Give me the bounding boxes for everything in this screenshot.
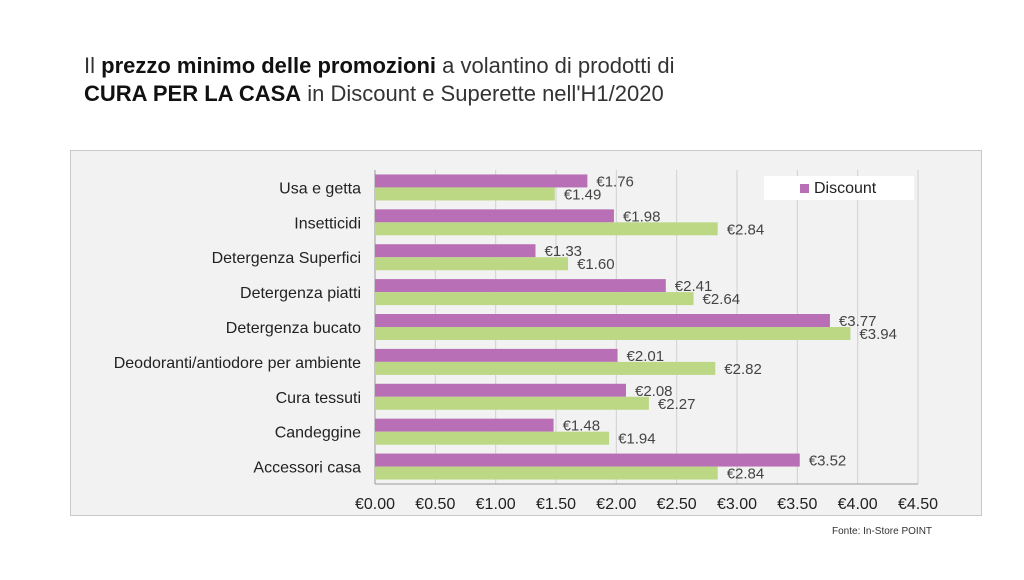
x-tick-label: €2.00 — [596, 496, 636, 513]
value-label: €2.84 — [727, 221, 765, 238]
value-label: €2.27 — [658, 396, 696, 413]
bar-discount — [375, 418, 554, 432]
bar-discount — [375, 209, 614, 223]
value-label: €2.82 — [724, 361, 762, 378]
value-label: €1.60 — [577, 256, 615, 273]
category-label: Detergenza piatti — [240, 285, 361, 302]
bar-superette — [375, 431, 610, 445]
bar-superette — [375, 466, 718, 480]
title-line-1: Il prezzo minimo delle promozioni a vola… — [84, 52, 675, 80]
x-tick-label: €0.00 — [355, 496, 395, 513]
value-label: €2.41 — [675, 278, 713, 295]
bar-superette — [375, 222, 718, 236]
x-tick-label: €4.00 — [838, 496, 878, 513]
legend-box — [764, 176, 914, 200]
category-label: Accessori casa — [253, 460, 361, 477]
category-label: Insetticidi — [294, 215, 361, 232]
title-bold-2: CURA PER LA CASA — [84, 81, 302, 106]
category-label: Cura tessuti — [276, 390, 361, 407]
bar-discount — [375, 348, 618, 362]
x-tick-label: €4.50 — [898, 496, 938, 513]
value-label: €3.52 — [809, 453, 847, 470]
bar-discount — [375, 244, 536, 258]
bar-superette — [375, 292, 694, 306]
value-label: €1.49 — [564, 186, 602, 203]
x-tick-label: €2.50 — [657, 496, 697, 513]
legend-swatch-discount — [800, 184, 809, 193]
category-label: Detergenza Superfici — [212, 250, 361, 267]
title-suffix-1: a volantino di prodotti di — [436, 53, 675, 78]
bar-superette — [375, 187, 555, 201]
category-label: Deodoranti/antiodore per ambiente — [114, 355, 361, 372]
x-tick-label: €3.00 — [717, 496, 757, 513]
value-label: €1.98 — [623, 208, 661, 225]
bar-discount — [375, 314, 830, 327]
value-label: €1.48 — [563, 418, 601, 435]
category-label: Candeggine — [275, 425, 361, 442]
value-label: €2.08 — [635, 383, 673, 400]
value-label: €1.76 — [596, 173, 634, 190]
value-label: €2.01 — [627, 348, 665, 365]
value-label: €1.33 — [544, 243, 582, 260]
title-suffix-2: in Discount e Superette nell'H1/2020 — [301, 81, 664, 106]
category-label: Detergenza bucato — [226, 320, 361, 337]
bar-superette — [375, 257, 569, 271]
bar-discount — [375, 279, 666, 293]
title-prefix: Il — [84, 53, 102, 78]
bar-superette — [375, 327, 851, 340]
bar-superette — [375, 396, 649, 410]
bar-discount — [375, 174, 588, 188]
bar-superette — [375, 361, 716, 375]
x-tick-label: €1.50 — [536, 496, 576, 513]
bar-discount — [375, 383, 626, 397]
category-label: Usa e getta — [279, 180, 361, 197]
title-bold-1: prezzo minimo delle promozioni — [101, 53, 437, 78]
bar-discount — [375, 453, 800, 467]
chart-title: Il prezzo minimo delle promozioni a vola… — [84, 52, 675, 108]
value-label: €1.94 — [618, 431, 656, 448]
value-label: €2.84 — [727, 466, 765, 483]
source-note: Fonte: In-Store POINT — [832, 526, 933, 537]
value-label: €3.77 — [839, 313, 877, 330]
title-line-2: CURA PER LA CASA in Discount e Superette… — [84, 80, 675, 108]
x-tick-label: €0.50 — [415, 496, 455, 513]
value-label: €3.94 — [859, 326, 897, 343]
value-label: €2.64 — [703, 291, 741, 308]
legend-label-discount: Discount — [814, 180, 877, 197]
x-tick-label: €1.00 — [476, 496, 516, 513]
x-tick-label: €3.50 — [777, 496, 817, 513]
